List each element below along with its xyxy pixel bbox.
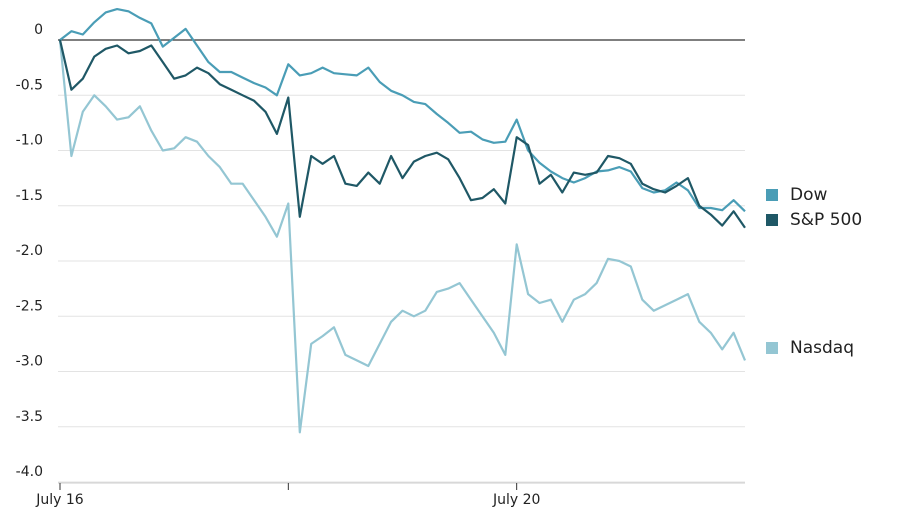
legend-swatch bbox=[766, 342, 778, 354]
y-tick-label: -1.0 bbox=[16, 133, 43, 149]
y-tick-label: -2.5 bbox=[16, 298, 43, 314]
series-line bbox=[58, 39, 746, 229]
legend-label: S&P 500 bbox=[790, 210, 862, 230]
y-tick-label: -2.0 bbox=[16, 243, 43, 259]
y-tick-label: -3.0 bbox=[16, 354, 43, 370]
legend-swatch bbox=[766, 214, 778, 226]
y-tick-label: -4.0 bbox=[16, 464, 43, 480]
y-tick-label: -1.5 bbox=[16, 188, 43, 204]
y-tick-label: 0 bbox=[34, 22, 43, 38]
legend-label: Nasdaq bbox=[790, 338, 854, 358]
x-tick-label: July 20 bbox=[492, 492, 540, 508]
x-tick-label: July 16 bbox=[35, 492, 84, 508]
y-tick-label: -0.5 bbox=[16, 77, 43, 93]
series-line bbox=[58, 39, 747, 434]
legend-swatch bbox=[766, 189, 778, 201]
legend-label: Dow bbox=[790, 185, 827, 205]
y-tick-label: -3.5 bbox=[16, 409, 43, 425]
series-line bbox=[59, 8, 746, 213]
